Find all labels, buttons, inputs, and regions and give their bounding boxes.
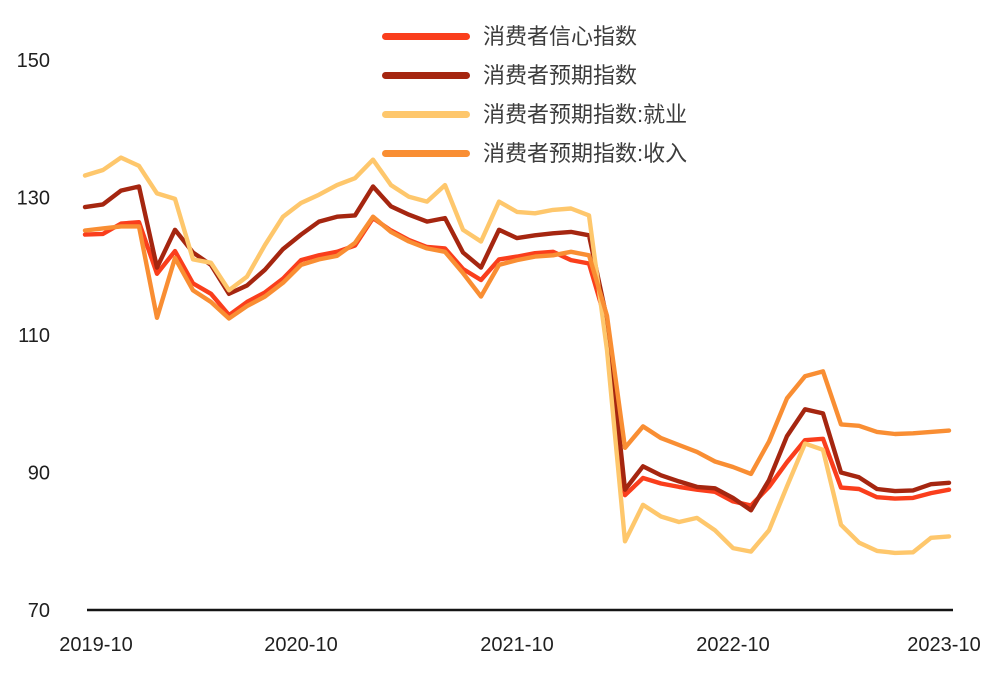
legend-item-expectation-employment: 消费者预期指数:就业 (382, 95, 687, 134)
line-expectation (82, 184, 952, 513)
y-tick-label: 90 (28, 463, 50, 485)
y-tick-label: 70 (28, 600, 50, 622)
legend-item-cci: 消费者信心指数 (382, 17, 687, 56)
y-tick-label: 130 (17, 188, 50, 210)
legend-item-expectation: 消费者预期指数 (382, 56, 687, 95)
line-expectation_income (82, 214, 952, 477)
legend-label-expectation: 消费者预期指数 (483, 62, 638, 88)
legend-swatch-expectation-employment (382, 111, 470, 118)
line-cci (82, 215, 952, 508)
legend-label-cci: 消费者信心指数 (483, 23, 638, 49)
x-tick-label: 2020-10 (264, 634, 337, 656)
line-expectation_employment (82, 155, 952, 556)
legend-item-expectation-income: 消费者预期指数:收入 (382, 134, 687, 173)
legend-label-expectation-employment: 消费者预期指数:就业 (483, 101, 688, 127)
legend-swatch-expectation (382, 72, 470, 79)
legend-swatch-cci (382, 33, 470, 40)
legend-label-expectation-income: 消费者预期指数:收入 (483, 140, 688, 166)
x-tick-label: 2023-10 (907, 634, 980, 656)
x-tick-label: 2019-10 (59, 634, 132, 656)
y-tick-label: 150 (17, 50, 50, 72)
x-tick-label: 2021-10 (480, 634, 553, 656)
x-tick-label: 2022-10 (696, 634, 769, 656)
chart-legend: 消费者信心指数 消费者预期指数 消费者预期指数:就业 消费者预期指数:收入 (382, 17, 687, 173)
legend-swatch-expectation-income (382, 150, 470, 157)
y-tick-label: 110 (18, 325, 50, 347)
